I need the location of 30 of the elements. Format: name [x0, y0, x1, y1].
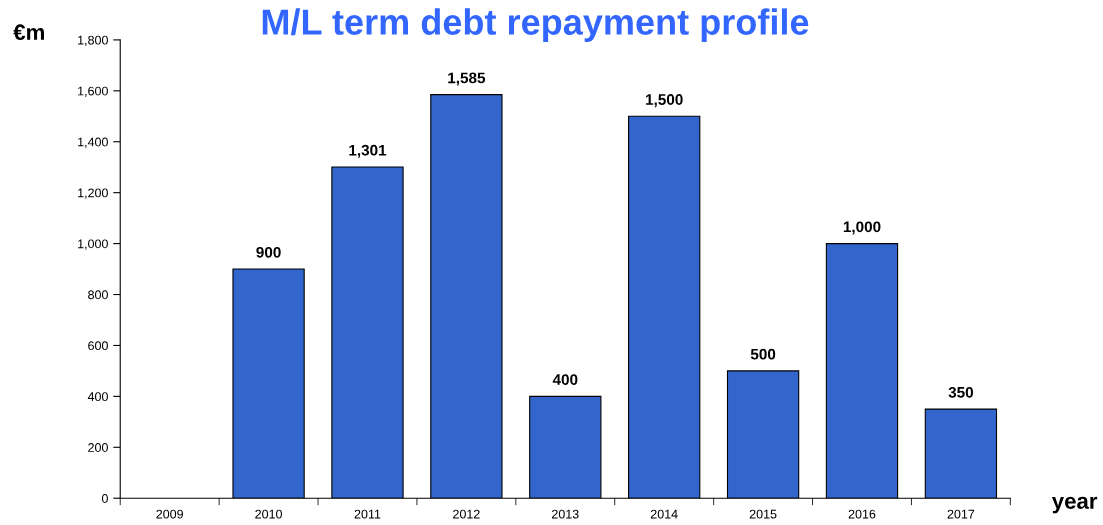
x-tick-label: 2010	[255, 509, 282, 519]
y-tick-label: 800	[88, 290, 108, 300]
y-tick-label: 1,600	[78, 86, 108, 97]
y-tick-label: 600	[88, 341, 108, 351]
data-label: 400	[552, 374, 578, 386]
x-tick-label: 2012	[453, 509, 480, 519]
x-tick-label: 2015	[749, 509, 777, 519]
y-tick-label: 400	[87, 392, 108, 402]
y-axis-title: €m	[13, 24, 44, 41]
y-tick-label: 0	[101, 494, 108, 503]
x-tick-label: 2013	[552, 509, 579, 519]
data-label: 1,585	[448, 72, 486, 86]
x-tick-label: 2009	[156, 509, 183, 519]
x-axis-title: year	[1051, 496, 1098, 514]
x-tick-label: 2014	[650, 509, 678, 519]
data-label: 900	[256, 246, 281, 258]
data-label: 500	[750, 348, 776, 360]
y-tick-label: 1,400	[78, 137, 108, 148]
data-label: 350	[948, 386, 974, 398]
x-tick-label: 2016	[848, 509, 876, 519]
data-label: 1,500	[646, 94, 683, 108]
chart-title: M/L term debt repayment profile	[262, 8, 809, 43]
y-tick-label: 1,200	[78, 188, 108, 199]
x-tick-label: 2011	[354, 509, 381, 519]
data-label: 1,000	[843, 221, 881, 235]
y-tick-label: 1,800	[78, 35, 108, 47]
y-tick-label: 1,000	[78, 239, 108, 250]
x-tick-label: 2017	[947, 509, 975, 519]
y-tick-label: 200	[88, 443, 108, 452]
data-label: 1,301	[349, 144, 387, 158]
